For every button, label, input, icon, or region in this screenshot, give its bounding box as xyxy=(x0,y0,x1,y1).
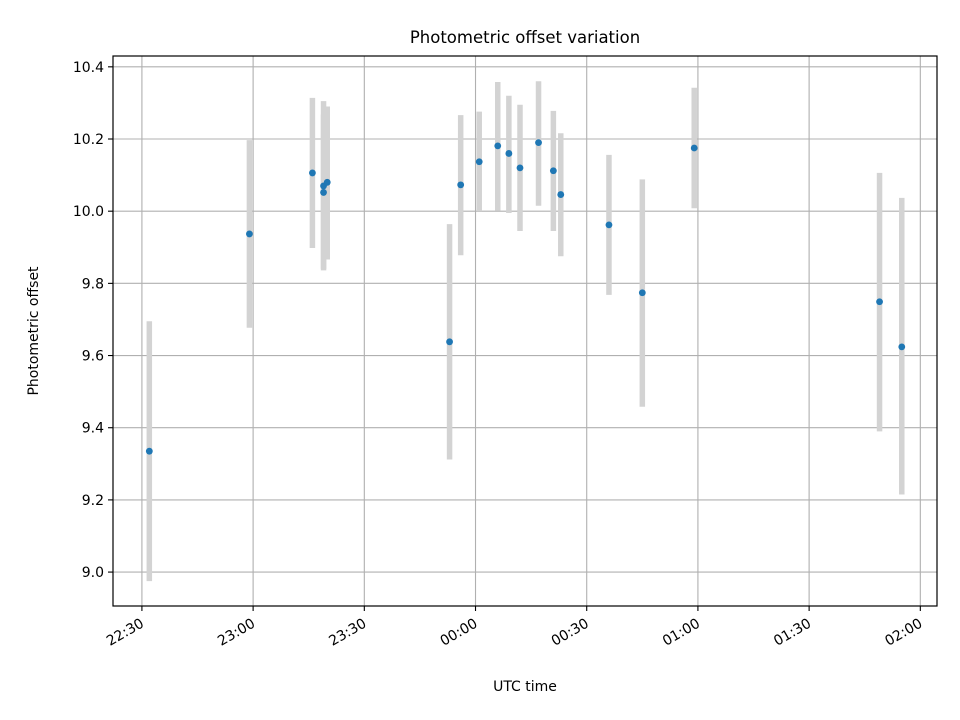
data-point xyxy=(549,167,557,175)
data-point xyxy=(446,338,453,346)
data-point xyxy=(898,343,906,351)
data-point xyxy=(323,178,331,186)
y-tick-label: 10.4 xyxy=(73,60,104,76)
y-tick-label: 9.8 xyxy=(82,276,104,292)
y-axis-label: Photometric offset xyxy=(26,266,42,396)
y-tick-label: 10.2 xyxy=(73,132,104,148)
y-tick-label: 10.0 xyxy=(73,204,104,220)
data-point xyxy=(638,289,646,297)
data-point xyxy=(457,181,465,189)
data-point xyxy=(505,150,513,157)
y-axis-ticks: 9.0 9.2 9.4 9.6 9.8 10.0 10.2 10.4 xyxy=(73,60,113,581)
data-point xyxy=(535,139,542,147)
data-point xyxy=(605,221,613,229)
y-tick-label: 9.4 xyxy=(82,421,104,437)
data-point xyxy=(246,230,253,238)
plot-frame xyxy=(112,55,938,607)
y-tick-label: 9.6 xyxy=(82,349,104,365)
data-point xyxy=(516,164,524,172)
data-point xyxy=(557,191,565,198)
grid xyxy=(113,56,937,606)
data-point xyxy=(690,144,698,152)
data-point xyxy=(145,447,153,455)
data-point xyxy=(309,169,316,177)
data-point xyxy=(475,158,483,166)
y-tick-label: 9.2 xyxy=(82,493,104,509)
x-axis-label: UTC time xyxy=(493,679,557,695)
chart-title: Photometric offset variation xyxy=(410,28,640,47)
data-point xyxy=(320,189,327,196)
data-points xyxy=(145,139,906,455)
y-tick-label: 9.0 xyxy=(82,565,104,581)
data-point xyxy=(876,298,883,306)
data-point xyxy=(494,142,502,150)
